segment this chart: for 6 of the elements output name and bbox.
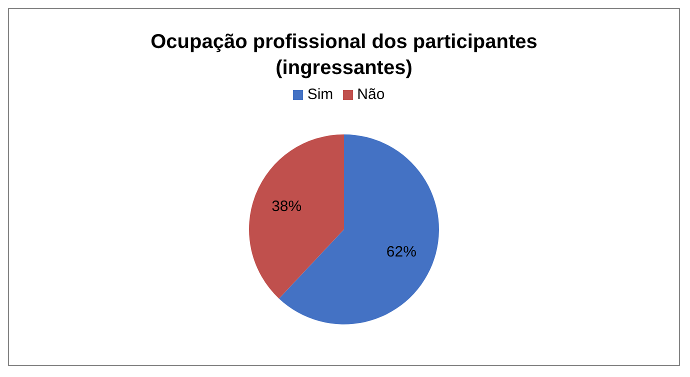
legend-label: Não — [357, 86, 385, 103]
data-label: 62% — [386, 244, 416, 261]
legend-label: Sim — [307, 86, 334, 103]
chart-title: Ocupação profissional dos participantes (ingressantes) — [150, 30, 538, 81]
data-label: 38% — [272, 198, 302, 216]
pie-slice — [249, 134, 344, 299]
